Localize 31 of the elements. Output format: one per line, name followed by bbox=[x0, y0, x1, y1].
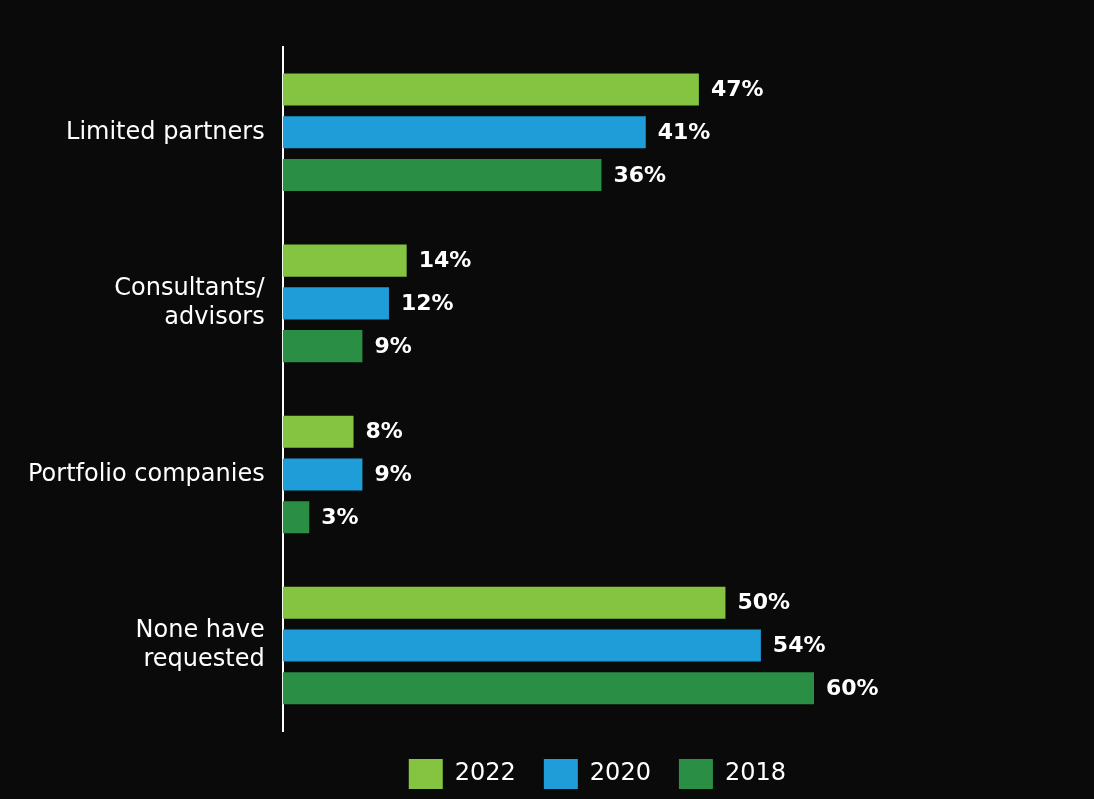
data-label: 14% bbox=[418, 247, 472, 273]
bar bbox=[282, 287, 389, 320]
y-tick-label: None have requested bbox=[135, 615, 265, 673]
data-label: 54% bbox=[772, 632, 826, 658]
legend-label: 2020 bbox=[589, 758, 651, 787]
bar bbox=[282, 159, 602, 192]
bar bbox=[282, 629, 761, 662]
bar bbox=[282, 116, 646, 149]
data-label: 9% bbox=[374, 461, 412, 487]
bar bbox=[282, 415, 354, 448]
y-tick-label: Portfolio companies bbox=[27, 458, 265, 487]
data-label: 50% bbox=[737, 589, 791, 615]
data-label: 41% bbox=[657, 119, 711, 145]
bar bbox=[282, 586, 726, 619]
bar bbox=[282, 501, 310, 534]
legend-label: 2018 bbox=[724, 758, 786, 787]
y-tick-label: Consultants/ advisors bbox=[114, 273, 266, 331]
bar bbox=[282, 330, 363, 363]
data-label: 47% bbox=[710, 76, 764, 102]
data-label: 3% bbox=[321, 503, 359, 529]
data-label: 9% bbox=[374, 332, 412, 358]
data-label: 12% bbox=[400, 290, 454, 316]
data-label: 8% bbox=[365, 418, 403, 444]
bar bbox=[282, 672, 814, 705]
bar bbox=[282, 73, 699, 106]
bar bbox=[282, 458, 363, 491]
legend-label: 2022 bbox=[454, 758, 516, 787]
data-label: 36% bbox=[613, 161, 667, 187]
bar bbox=[282, 244, 407, 277]
y-tick-label: Limited partners bbox=[66, 116, 265, 145]
data-label: 60% bbox=[826, 674, 879, 700]
